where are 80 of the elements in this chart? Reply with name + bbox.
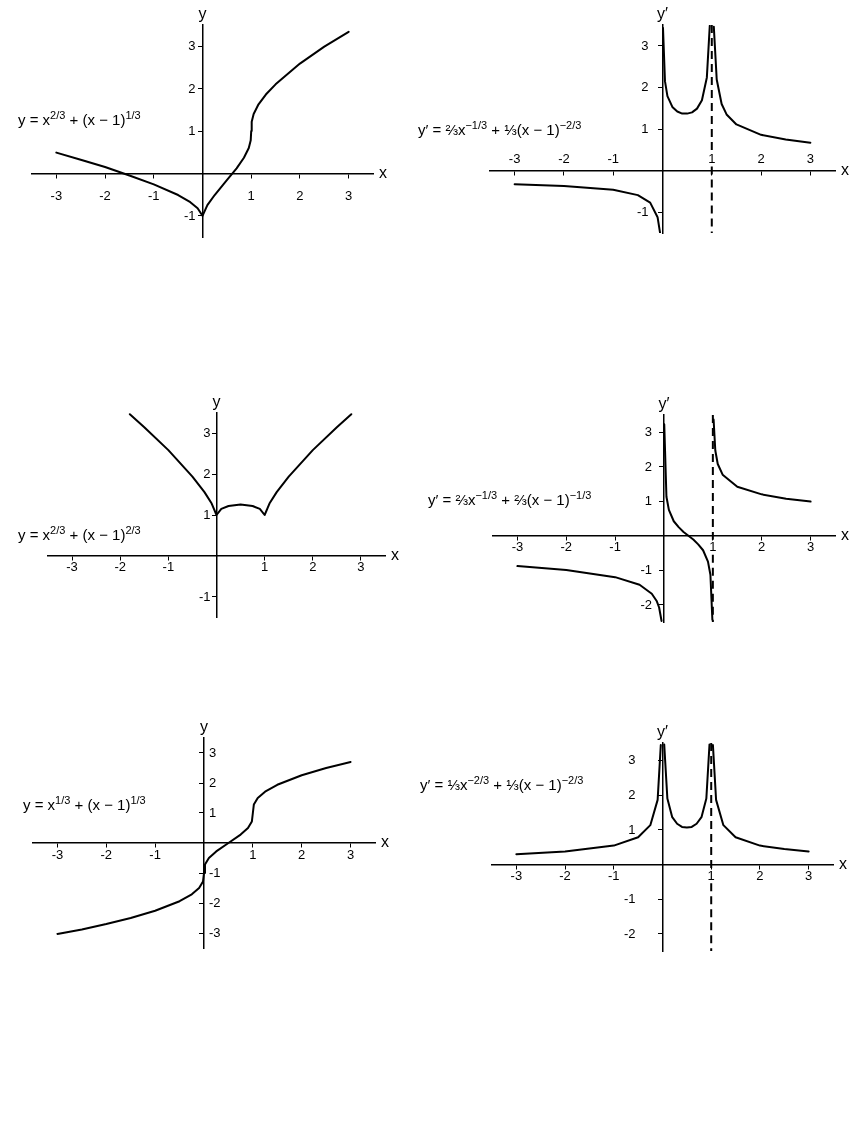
y-tick-label: 3	[203, 425, 211, 441]
x-tick-label: 3	[806, 151, 814, 167]
x-tick-label: 3	[806, 539, 815, 555]
y-axis-title: y′	[657, 723, 668, 741]
y-tick-label: 3	[628, 752, 636, 768]
y-tick-label: 3	[644, 424, 652, 440]
x-axis-title: x	[391, 546, 399, 564]
x-tick-label: -1	[148, 187, 160, 203]
y-tick-label: -1	[183, 207, 196, 223]
x-axis-title: x	[379, 163, 387, 181]
annotation: y = x$^{2/3}$ + (x − 1)$^{1/3}$	[18, 108, 141, 128]
y-tick-label: 2	[209, 775, 217, 791]
x-tick-label: -1	[162, 559, 175, 575]
x-tick-label: 1	[261, 559, 269, 575]
x-tick-label: -3	[511, 539, 524, 555]
x-tick-label: 2	[756, 867, 764, 883]
x-tick-label: 3	[345, 187, 353, 203]
y-tick-label: 3	[641, 37, 649, 53]
y-tick-label: 1	[188, 123, 196, 139]
y-tick-label: 1	[203, 507, 211, 523]
x-tick-label: 3	[805, 867, 813, 883]
x-tick-label: 1	[708, 151, 716, 167]
y-axis-title: y′	[657, 5, 668, 23]
x-tick-label: -2	[558, 151, 570, 167]
y-tick-label: 2	[641, 79, 649, 95]
x-tick-label: 1	[707, 867, 715, 883]
x-axis-title: x	[841, 526, 849, 544]
y-tick-label: 2	[188, 80, 196, 96]
y-tick-label: 3	[209, 745, 217, 761]
y-tick-label: 2	[644, 458, 652, 474]
x-tick-label: 3	[357, 559, 365, 575]
y-tick-label: 2	[628, 787, 636, 803]
y-tick-label: -1	[636, 204, 649, 220]
x-axis-title: x	[839, 854, 847, 872]
y-tick-label: 3	[188, 38, 196, 54]
y-axis-title: y′	[658, 395, 670, 413]
x-tick-label: -3	[50, 187, 63, 203]
x-tick-label: -3	[51, 846, 64, 862]
y-tick-label: -1	[623, 891, 636, 907]
x-tick-label: 1	[247, 187, 255, 203]
x-tick-label: -2	[560, 539, 573, 555]
x-tick-label: -2	[99, 187, 111, 203]
x-tick-label: 2	[296, 187, 304, 203]
x-tick-label: 1	[249, 846, 257, 862]
y-tick-label: -3	[209, 925, 221, 941]
y-tick-label: -2	[209, 895, 221, 911]
x-tick-label: 2	[309, 559, 317, 575]
x-tick-label: 1	[709, 539, 717, 555]
x-tick-label: -1	[607, 151, 619, 167]
x-tick-label: 3	[346, 846, 355, 862]
y-axis-title: y	[212, 393, 221, 411]
y-tick-label: 1	[628, 821, 636, 837]
x-tick-label: -2	[114, 559, 126, 575]
annotation: y = x$^{1/3}$ + (x − 1)$^{1/3}$	[23, 793, 146, 813]
x-tick-label: -1	[608, 867, 620, 883]
annotation: y′ = ⅔x$^{−1/3}$ + ⅔(x − 1)$^{−1/3}$	[428, 488, 592, 508]
x-tick-label: -2	[559, 867, 571, 883]
y-tick-label: -1	[198, 588, 211, 604]
x-tick-label: -3	[508, 151, 521, 167]
x-tick-label: -3	[66, 559, 78, 575]
y-tick-label: -2	[623, 925, 636, 941]
annotation: y′ = ⅔x$^{−1/3}$ + ⅓(x − 1)$^{−2/3}$	[418, 118, 582, 138]
x-tick-label: -2	[100, 846, 113, 862]
annotation: y = x$^{2/3}$ + (x − 1)$^{2/3}$	[18, 523, 141, 543]
x-tick-label: 2	[758, 539, 766, 555]
y-tick-label: 1	[641, 121, 649, 137]
y-axis-title: y	[200, 718, 208, 736]
y-tick-label: 1	[209, 805, 217, 821]
x-tick-label: -3	[510, 867, 523, 883]
y-tick-label: 1	[644, 493, 652, 509]
x-tick-label: 2	[298, 846, 306, 862]
y-axis-title: y	[198, 5, 207, 23]
y-tick-label: 2	[203, 466, 211, 482]
x-axis-title: x	[381, 833, 389, 851]
x-axis-title: x	[841, 161, 849, 179]
x-tick-label: -1	[149, 846, 161, 862]
x-tick-label: 2	[757, 151, 765, 167]
annotation: y′ = ⅓x$^{−2/3}$ + ⅓(x − 1)$^{−2/3}$	[420, 773, 584, 793]
y-tick-label: -2	[640, 596, 652, 612]
x-tick-label: -1	[609, 539, 621, 555]
